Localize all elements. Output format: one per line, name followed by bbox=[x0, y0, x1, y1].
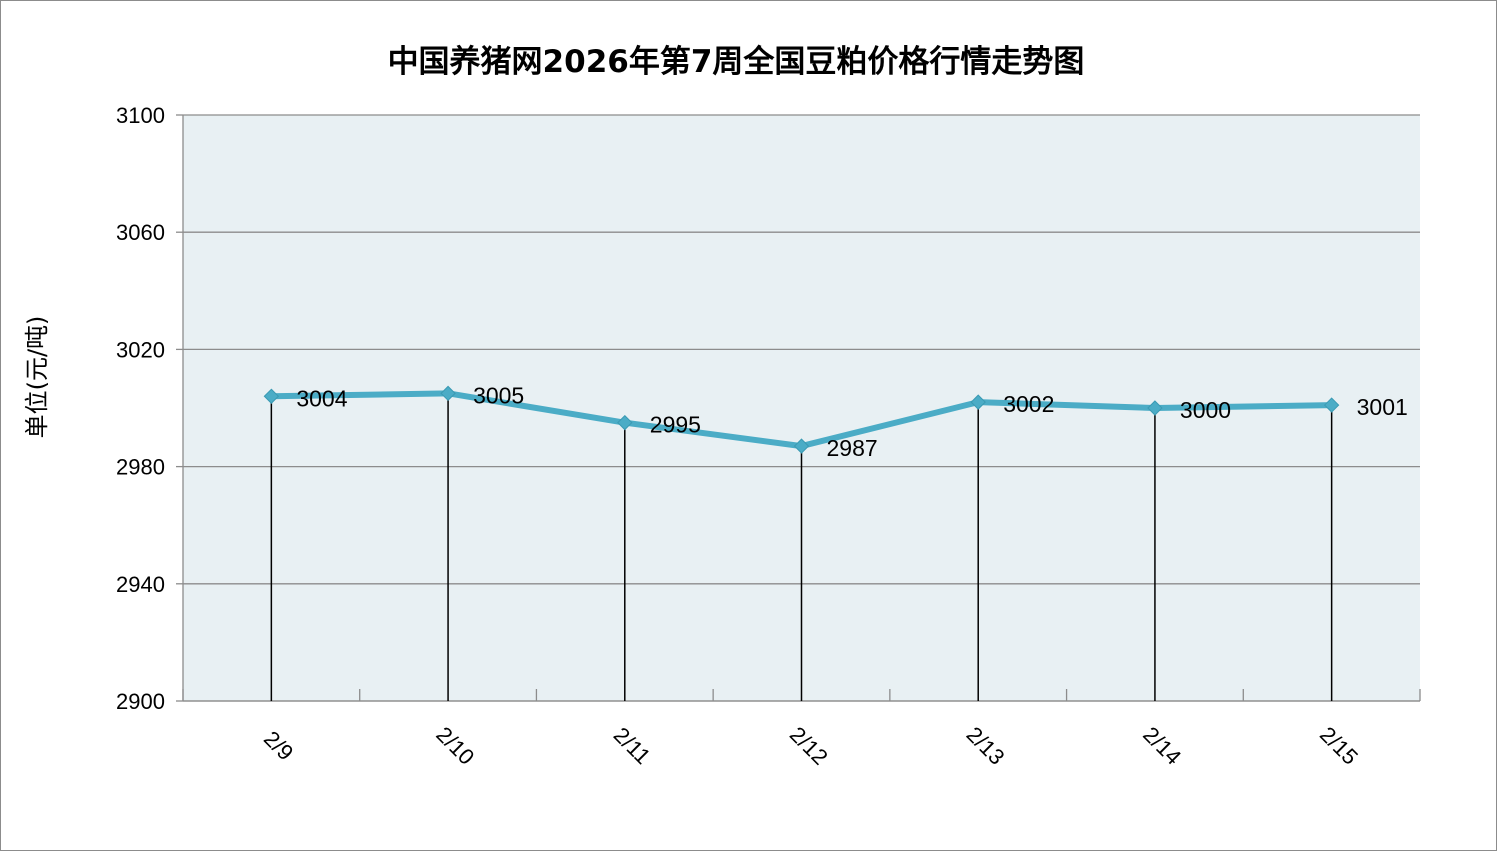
y-tick-label: 2940 bbox=[116, 572, 165, 597]
x-tick-label: 2/11 bbox=[609, 722, 656, 769]
y-tick-label: 3020 bbox=[116, 337, 165, 362]
data-point bbox=[793, 438, 810, 454]
y-tick-label: 2900 bbox=[116, 689, 165, 714]
chart-title: 中国养猪网2026年第7周全国豆粕价格行情走势图 bbox=[388, 44, 1085, 80]
data-point bbox=[617, 414, 633, 431]
y-axis-label: 单位(元/吨) bbox=[23, 316, 51, 439]
data-label: 3005 bbox=[473, 382, 524, 408]
y-tick-label: 3100 bbox=[116, 103, 165, 128]
data-label: 3001 bbox=[1357, 394, 1408, 420]
x-tick-label: 2/10 bbox=[431, 722, 479, 770]
data-label: 2987 bbox=[827, 435, 878, 461]
data-label: 3002 bbox=[1003, 391, 1054, 417]
plot-area: 2900 2940 2980 3020 3060 3100 2/9 2/10 2/11 2/12 2… bbox=[116, 103, 1421, 770]
data-label: 3004 bbox=[296, 385, 347, 411]
data-label: 2995 bbox=[650, 412, 701, 438]
data-point bbox=[440, 385, 456, 402]
data-point bbox=[1147, 400, 1163, 416]
data-point bbox=[970, 394, 986, 410]
data-point bbox=[263, 388, 280, 404]
x-tick-label: 2/9 bbox=[259, 726, 298, 765]
data-point bbox=[1323, 397, 1340, 413]
x-tick-label: 2/13 bbox=[962, 722, 1010, 770]
y-tick-label: 2980 bbox=[116, 455, 165, 480]
x-tick-label: 2/12 bbox=[785, 722, 833, 770]
x-tick-label: 2/14 bbox=[1138, 722, 1186, 770]
y-tick-label: 3060 bbox=[116, 220, 165, 245]
data-label: 3000 bbox=[1180, 397, 1231, 423]
x-tick-label: 2/15 bbox=[1315, 722, 1363, 770]
